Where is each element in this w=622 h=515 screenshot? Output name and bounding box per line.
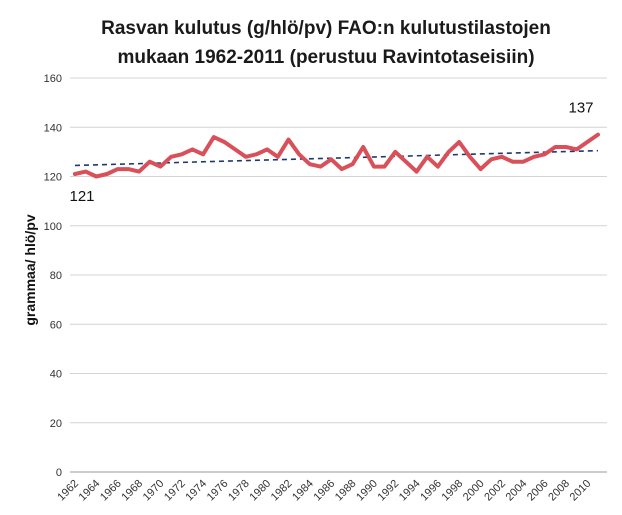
x-tick-label: 2000 [461, 478, 487, 504]
data-label: 137 [568, 100, 593, 117]
y-tick-label: 160 [44, 73, 62, 85]
y-tick-label: 60 [50, 319, 62, 331]
x-tick-label: 1992 [376, 478, 402, 504]
x-tick-label: 2004 [504, 478, 530, 504]
annotations: 121 137 [69, 100, 593, 205]
y-tick-label: 120 [44, 172, 62, 184]
x-tick-label: 1968 [119, 478, 145, 504]
x-tick-label: 2006 [525, 478, 551, 504]
x-tick-label: 1996 [418, 478, 444, 504]
x-tick-label: 1980 [247, 478, 273, 504]
x-tick-label: 1990 [354, 478, 380, 504]
x-tick-label: 2002 [482, 478, 508, 504]
y-gridlines [70, 77, 607, 424]
x-tick-label: 1972 [162, 478, 188, 504]
y-axis-label: grammaa/ hlö/pv [22, 214, 38, 325]
series-lines [73, 132, 600, 179]
y-tick-label: 80 [50, 270, 62, 282]
x-tick-labels: 1962196419661968197019721974197619781980… [55, 478, 593, 504]
chart-title-line-1: Rasvan kulutus (g/hlö/pv) FAO:n kulutust… [101, 18, 551, 39]
trendline [74, 149, 599, 167]
y-tick-label: 40 [50, 369, 62, 381]
data-label: 121 [69, 188, 94, 205]
x-tick-label: 1964 [77, 478, 103, 504]
x-tick-label: 1970 [141, 478, 167, 504]
x-tick-label: 1994 [397, 478, 423, 504]
x-tick-label: 2010 [568, 478, 594, 504]
y-tick-label: 100 [44, 221, 62, 233]
x-tick-label: 1974 [183, 478, 209, 504]
x-tick-label: 1984 [290, 478, 316, 504]
x-tick-label: 1998 [440, 478, 466, 504]
x-tick-label: 2008 [546, 478, 572, 504]
x-tick-label: 1982 [269, 478, 295, 504]
y-tick-label: 140 [44, 122, 62, 134]
chart-title: Rasvan kulutus (g/hlö/pv) FAO:n kulutust… [101, 18, 551, 68]
y-tick-labels: 0 20 40 60 80 100 120 140 160 [44, 73, 62, 479]
chart-title-line-2: mukaan 1962-2011 (perustuu Ravintotaseis… [117, 47, 534, 68]
x-tick-label: 1976 [205, 478, 231, 504]
trendline-path [74, 149, 599, 167]
x-tick-label: 1966 [98, 478, 124, 504]
x-tick-label: 1988 [333, 478, 359, 504]
y-tick-label: 20 [50, 418, 62, 430]
x-tick-label: 1978 [226, 478, 252, 504]
y-tick-label: 0 [56, 467, 62, 479]
x-tick-label: 1962 [55, 478, 81, 504]
series-line-0 [73, 132, 600, 179]
x-tick-label: 1986 [311, 478, 337, 504]
